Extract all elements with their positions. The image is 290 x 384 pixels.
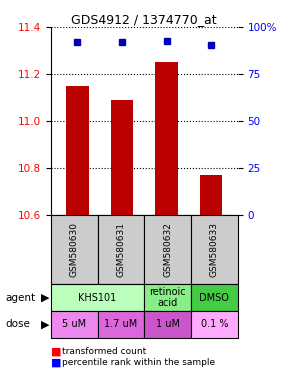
Bar: [191, 284, 238, 311]
Text: ▶: ▶: [41, 319, 49, 329]
Bar: [51, 284, 144, 311]
Bar: [144, 284, 191, 311]
Text: 1.7 uM: 1.7 uM: [104, 319, 137, 329]
Text: DMSO: DMSO: [200, 293, 229, 303]
Title: GDS4912 / 1374770_at: GDS4912 / 1374770_at: [71, 13, 217, 26]
Text: ■: ■: [51, 358, 61, 368]
Bar: [144, 215, 191, 284]
Bar: [111, 100, 133, 215]
Bar: [66, 86, 89, 215]
Bar: [51, 311, 97, 338]
Text: percentile rank within the sample: percentile rank within the sample: [62, 358, 215, 367]
Bar: [144, 311, 191, 338]
Bar: [97, 311, 144, 338]
Text: GSM580631: GSM580631: [116, 222, 125, 277]
Text: dose: dose: [6, 319, 31, 329]
Text: GSM580632: GSM580632: [163, 222, 172, 277]
Bar: [191, 311, 238, 338]
Text: GSM580630: GSM580630: [70, 222, 79, 277]
Bar: [200, 175, 222, 215]
Text: agent: agent: [6, 293, 36, 303]
Bar: [155, 62, 178, 215]
Text: ▶: ▶: [41, 293, 49, 303]
Text: 0.1 %: 0.1 %: [201, 319, 228, 329]
Text: retinoic
acid: retinoic acid: [149, 287, 186, 308]
Text: 5 uM: 5 uM: [62, 319, 86, 329]
Text: KHS101: KHS101: [78, 293, 117, 303]
Text: GSM580633: GSM580633: [210, 222, 219, 277]
Text: transformed count: transformed count: [62, 347, 147, 356]
Bar: [51, 215, 97, 284]
Bar: [191, 215, 238, 284]
Bar: [97, 215, 144, 284]
Text: ■: ■: [51, 346, 61, 356]
Text: 1 uM: 1 uM: [156, 319, 180, 329]
